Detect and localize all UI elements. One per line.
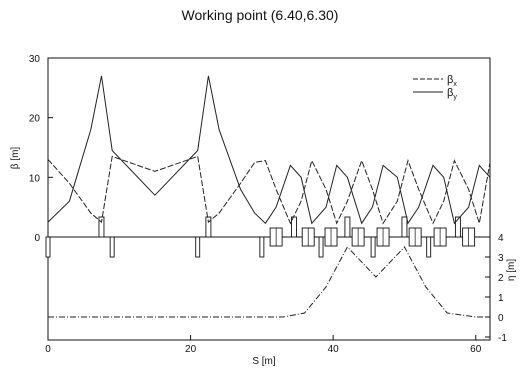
defocusing-quadrupole — [370, 236, 376, 258]
eta-tick-label: -1 — [498, 333, 507, 344]
x-tick-label: 60 — [470, 344, 482, 355]
defocusing-quadrupole — [109, 236, 115, 258]
beta-tick-label: 20 — [29, 114, 41, 125]
eta-tick-label: 0 — [498, 313, 504, 324]
x-axis-label: S [m] — [252, 356, 276, 367]
legend-label-beta-y: βy — [447, 87, 457, 101]
legend: βx βy — [413, 74, 457, 101]
defocusing-quadrupole — [426, 236, 432, 258]
x-tick-label: 40 — [328, 344, 340, 355]
plot-frame — [47, 57, 491, 341]
x-tick-label: 20 — [185, 344, 197, 355]
y-axis-label-right: η [m] — [506, 259, 517, 281]
eta-tick-label: 2 — [498, 273, 504, 284]
series-line-beta_y — [47, 75, 491, 225]
defocusing-quadrupole — [195, 236, 201, 258]
defocusing-quadrupole — [259, 236, 265, 258]
x-tick-label: 0 — [45, 344, 51, 355]
beta-tick-label: 10 — [29, 173, 41, 184]
series-line-beta_x — [47, 155, 491, 225]
focusing-quadrupole — [401, 216, 408, 238]
y-axis-label-left: β [m] — [10, 147, 21, 170]
defocusing-quadrupole — [45, 236, 51, 258]
eta-tick-label: 4 — [498, 233, 504, 244]
axis-ticks: 0 20 40 60 0 10 20 30 -1 0 1 2 3 4 — [29, 54, 507, 355]
eta-tick-label: 3 — [498, 253, 504, 264]
beta-tick-label: 30 — [29, 54, 41, 65]
focusing-quadrupole — [205, 216, 212, 238]
beta-tick-label: 0 — [34, 233, 40, 244]
defocusing-quadrupole — [318, 236, 324, 258]
focusing-quadrupole — [344, 216, 351, 238]
chart-title: Working point (6.40,6.30) — [182, 7, 339, 23]
focusing-quadrupole — [454, 216, 461, 238]
focusing-quadrupole — [98, 216, 105, 238]
series-line-eta — [48, 246, 490, 318]
eta-tick-label: 1 — [498, 293, 504, 304]
lattice-elements — [45, 216, 476, 258]
legend-label-beta-x: βx — [447, 74, 457, 88]
series-lines — [47, 75, 491, 318]
